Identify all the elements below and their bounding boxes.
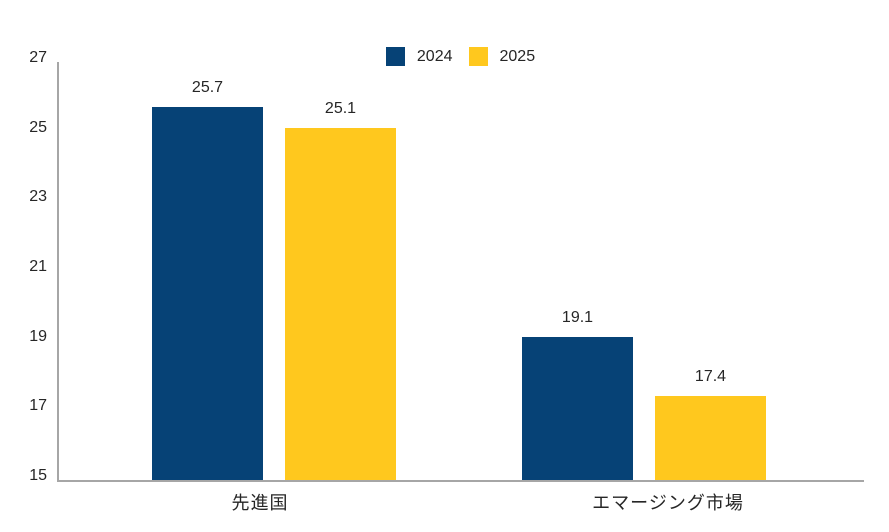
bar-value-label: 19.1	[561, 309, 594, 327]
category-label: 先進国	[231, 493, 289, 513]
legend-color-swatch	[468, 47, 488, 66]
y-tick-label: 17	[29, 397, 47, 415]
bar-2025-developed	[285, 128, 396, 480]
bar-2025-emerging	[655, 396, 766, 480]
y-tick-label: 23	[29, 188, 47, 206]
bar-value-label: 25.7	[191, 79, 224, 97]
y-tick-label: 27	[29, 49, 47, 66]
x-axis-line	[57, 480, 864, 482]
category-label: エマージング市場	[592, 493, 744, 513]
legend-label: 2025	[499, 48, 536, 65]
bar-value-label: 25.1	[324, 100, 357, 118]
bar-2024-developed	[152, 107, 263, 480]
legend: 2024 2025	[57, 47, 864, 66]
y-axis-tick-labels: 27 25 23 21 19 17 15	[0, 0, 47, 532]
y-axis-line	[57, 62, 59, 482]
bar-2024-emerging	[522, 337, 633, 480]
bar-value-label: 17.4	[694, 368, 727, 386]
legend-item: 2025	[468, 47, 536, 66]
y-tick-label: 19	[29, 327, 47, 345]
legend-label: 2024	[416, 48, 453, 65]
y-tick-label: 21	[29, 258, 47, 275]
plot-area: 25.7 25.1 19.1 17.4	[57, 62, 864, 480]
y-tick-label: 15	[29, 467, 47, 484]
legend-color-swatch	[385, 47, 405, 66]
legend-item: 2024	[385, 47, 453, 66]
y-tick-label: 25	[29, 118, 47, 136]
